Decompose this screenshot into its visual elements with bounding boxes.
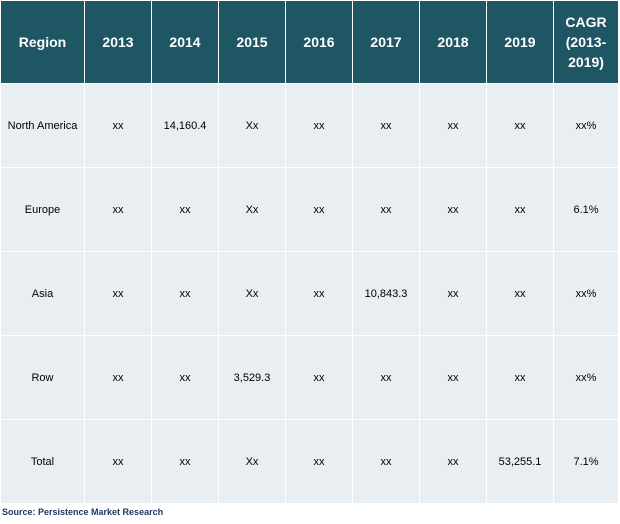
table-cell: xx — [151, 251, 219, 336]
table-cell: xx% — [553, 83, 619, 168]
header-cell-2013: 2013 — [84, 0, 152, 84]
table-cell: xx — [84, 419, 152, 504]
table-cell: xx — [419, 419, 487, 504]
header-cell-cagr: CAGR (2013-2019) — [553, 0, 619, 84]
header-cell-2014: 2014 — [151, 0, 219, 84]
table-cell: 3,529.3 — [218, 335, 286, 420]
table-cell: xx — [352, 419, 420, 504]
header-cell-region: Region — [0, 0, 85, 84]
table-cell: xx% — [553, 251, 619, 336]
table-cell: xx — [419, 335, 487, 420]
table-row: Europe xx xx Xx xx xx xx xx 6.1% — [0, 167, 619, 252]
header-cell-2019: 2019 — [486, 0, 554, 84]
region-cell: Europe — [0, 167, 85, 252]
region-cell: Asia — [0, 251, 85, 336]
table-cell: Xx — [218, 419, 286, 504]
table-row: Row xx xx 3,529.3 xx xx xx xx xx% — [0, 335, 619, 420]
table-cell: xx — [352, 83, 420, 168]
table-cell: Xx — [218, 83, 286, 168]
table-cell: 53,255.1 — [486, 419, 554, 504]
header-cell-2016: 2016 — [285, 0, 353, 84]
table-cell: 10,843.3 — [352, 251, 420, 336]
table-cell: xx — [151, 167, 219, 252]
table-cell: xx — [352, 167, 420, 252]
table-cell: xx — [285, 251, 353, 336]
table-cell: xx — [352, 335, 420, 420]
table-cell: 6.1% — [553, 167, 619, 252]
table-cell: xx — [84, 83, 152, 168]
table-cell: xx — [84, 251, 152, 336]
market-table: Region 2013 2014 2015 2016 2017 2018 201… — [0, 0, 619, 504]
table-cell: 14,160.4 — [151, 83, 219, 168]
table-row: Total xx xx Xx xx xx xx 53,255.1 7.1% — [0, 419, 619, 504]
table-cell: xx — [486, 167, 554, 252]
table-cell: 7.1% — [553, 419, 619, 504]
table-cell: xx — [285, 167, 353, 252]
table-cell: xx — [151, 335, 219, 420]
region-cell: Total — [0, 419, 85, 504]
header-row: Region 2013 2014 2015 2016 2017 2018 201… — [0, 0, 619, 84]
table-cell: xx — [486, 335, 554, 420]
header-cell-2018: 2018 — [419, 0, 487, 84]
table-cell: xx — [419, 251, 487, 336]
region-cell: Row — [0, 335, 85, 420]
header-cell-2015: 2015 — [218, 0, 286, 84]
table-cell: xx — [285, 83, 353, 168]
source-caption: Source: Persistence Market Research — [2, 507, 164, 517]
table-row: Asia xx xx Xx xx 10,843.3 xx xx xx% — [0, 251, 619, 336]
table-row: North America xx 14,160.4 Xx xx xx xx xx… — [0, 83, 619, 168]
table-cell: xx — [84, 335, 152, 420]
header-cell-2017: 2017 — [352, 0, 420, 84]
table-cell: Xx — [218, 251, 286, 336]
table-cell: xx — [419, 83, 487, 168]
table-cell: xx — [486, 251, 554, 336]
table-cell: xx — [486, 83, 554, 168]
table-cell: xx% — [553, 335, 619, 420]
table-cell: xx — [419, 167, 487, 252]
table-cell: xx — [84, 167, 152, 252]
region-cell: North America — [0, 83, 85, 168]
table-cell: xx — [285, 419, 353, 504]
table-cell: xx — [285, 335, 353, 420]
table-cell: xx — [151, 419, 219, 504]
table-cell: Xx — [218, 167, 286, 252]
